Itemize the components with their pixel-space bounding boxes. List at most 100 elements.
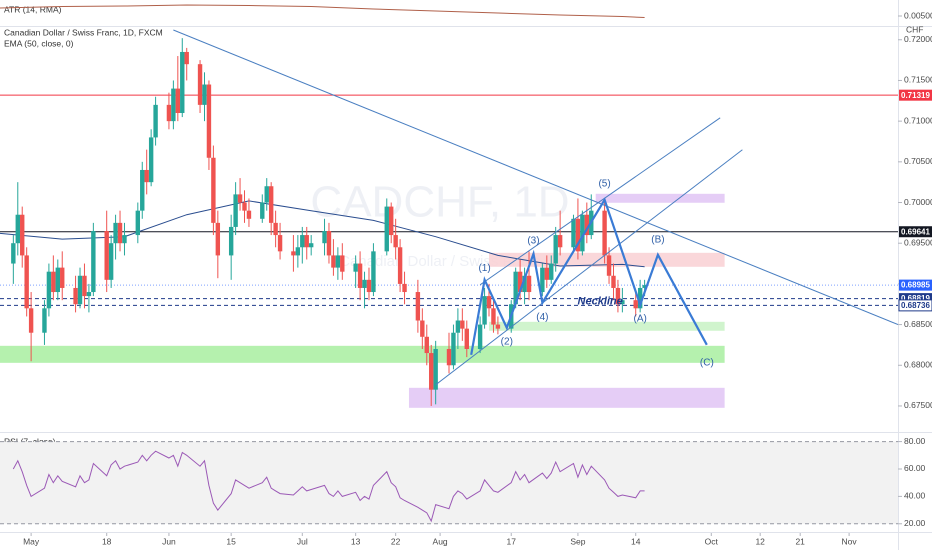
candle-body	[51, 271, 56, 293]
zone	[489, 252, 725, 267]
y-tick-label: 0.68000	[904, 360, 932, 370]
currency-unit: CHF	[906, 24, 923, 34]
candle-body	[211, 157, 216, 223]
candle-body	[397, 247, 403, 284]
y-tick-label: 0.70000	[904, 197, 932, 207]
wave-label: Neckline	[578, 296, 623, 308]
candle-body	[389, 206, 394, 236]
x-tick-label: 12	[755, 536, 765, 546]
candle-body	[246, 210, 252, 219]
zone	[408, 387, 725, 408]
candle-body	[326, 231, 332, 256]
candle-body	[602, 210, 607, 256]
candle-body	[122, 235, 127, 244]
wave-label: (3)	[527, 235, 539, 246]
candle-body	[55, 267, 60, 293]
x-tick-label: 18	[102, 536, 112, 546]
candle-body	[228, 226, 234, 256]
candle-body	[495, 324, 501, 329]
candle-body	[42, 308, 47, 333]
candle-body	[77, 275, 83, 305]
x-tick-label: Jul	[297, 536, 308, 546]
candle-body	[11, 243, 16, 264]
price-label-box	[898, 299, 932, 312]
candle-body	[544, 267, 550, 280]
price-label: 0.68985	[901, 281, 930, 290]
candle-body	[300, 235, 305, 248]
candle-body	[268, 186, 274, 223]
wave-label: (B)	[651, 235, 664, 246]
price-label: 0.68736	[901, 301, 930, 310]
price-label-box	[899, 89, 932, 101]
wave-label: (C)	[700, 357, 714, 368]
candle-body	[424, 336, 429, 354]
candle-body	[580, 214, 585, 252]
candle-body	[371, 251, 376, 293]
candle-body	[215, 222, 221, 256]
candle-body	[291, 251, 296, 256]
candle-body	[620, 300, 625, 305]
x-tick-label: 15	[226, 536, 236, 546]
candle-body	[446, 348, 452, 366]
y-tick-label: 0.67500	[904, 400, 932, 410]
candle-body	[335, 255, 341, 268]
candle-body	[166, 104, 172, 122]
x-tick-label: 22	[391, 536, 401, 546]
overlay-layer: ATR (14, RMA) 0.00500 EMA (50, close, 0)Ca…	[0, 4, 932, 546]
candle-body	[571, 218, 576, 248]
candle-body	[415, 292, 421, 321]
overlay-title: EMA (50, close, 0)	[4, 38, 74, 48]
candle-body	[153, 104, 158, 138]
candle-body	[277, 235, 283, 252]
watermark: CADCHF, 1D	[310, 178, 569, 227]
x-tick-label: May	[23, 536, 40, 546]
candle-body	[353, 263, 358, 272]
candle-body	[295, 247, 301, 256]
candle-body	[140, 169, 145, 211]
candle-body	[171, 88, 176, 122]
trend-line	[173, 29, 898, 326]
y-tick-label: 0.71500	[904, 75, 932, 85]
candle-body	[642, 285, 647, 288]
zone	[0, 345, 725, 363]
candle-body	[429, 353, 434, 390]
wave-label: (4)	[536, 312, 548, 323]
price-label-box	[899, 293, 932, 305]
x-tick-label: Nov	[842, 536, 858, 546]
candle-body	[304, 235, 309, 248]
y-tick-label: 0.69500	[904, 237, 932, 247]
price-label: 0.68819	[901, 294, 930, 303]
wave-label: (5)	[598, 178, 610, 189]
price-label: 0.69641	[901, 227, 930, 236]
zone	[595, 193, 725, 203]
candle-body	[486, 296, 492, 309]
candle-body	[340, 255, 345, 272]
candle-body	[91, 231, 96, 293]
candle-body	[108, 243, 114, 280]
candle-body	[202, 84, 207, 105]
wave-label: (1)	[478, 263, 490, 274]
candle-body	[104, 231, 109, 280]
candle-body	[393, 235, 398, 248]
candle-body	[460, 320, 465, 329]
candle-body	[615, 287, 621, 305]
candle-body	[46, 271, 52, 309]
x-tick-label: 14	[631, 536, 641, 546]
candle-body	[433, 348, 438, 390]
wave-label: (2)	[501, 336, 513, 347]
trend-line	[479, 117, 721, 286]
wave-label: (A)	[633, 314, 646, 325]
candle-body	[206, 84, 212, 158]
trend-line	[435, 149, 743, 386]
candle-body	[633, 300, 638, 309]
x-tick-label: 13	[351, 536, 361, 546]
candle-body	[611, 275, 616, 288]
candle-body	[477, 324, 483, 349]
candle-body	[117, 222, 123, 244]
candle-body	[522, 275, 527, 293]
candle-body	[264, 186, 269, 203]
candle-body	[637, 287, 643, 309]
candle-body	[86, 292, 92, 297]
